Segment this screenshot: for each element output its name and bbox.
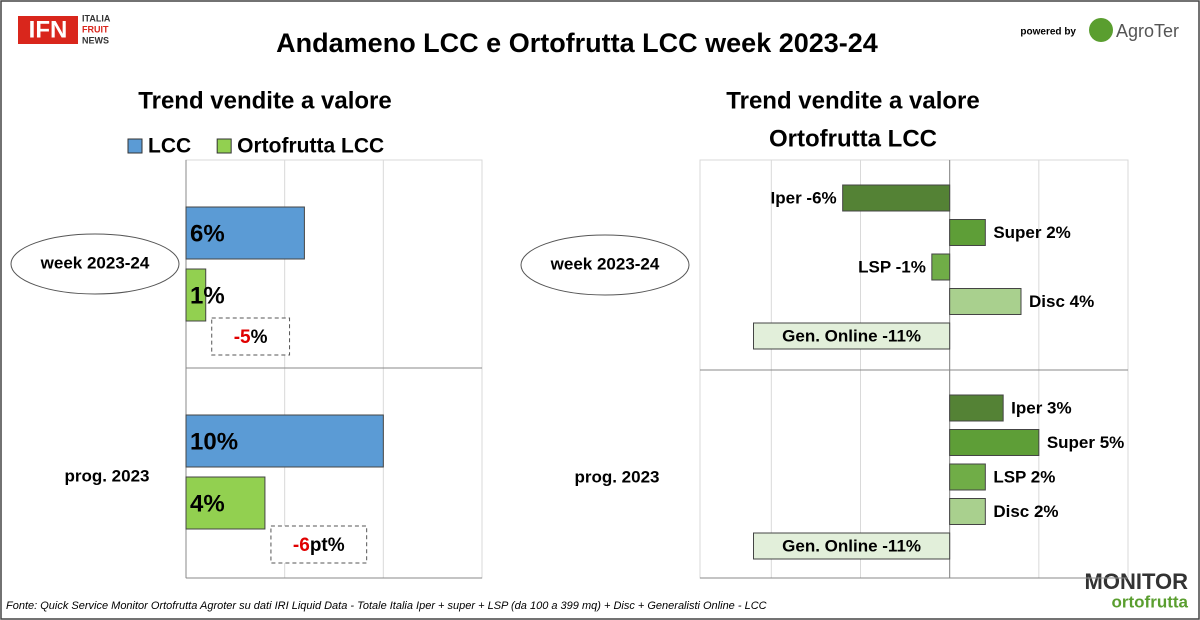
logo-box (18, 16, 78, 44)
category-label: prog. 2023 (64, 466, 149, 485)
source: Fonte: Quick Service Monitor Ortofrutta … (6, 600, 767, 612)
legend-swatch (216, 138, 232, 154)
value-label: 4% (190, 490, 225, 517)
bar (842, 184, 951, 212)
value-label: Super 2% (993, 223, 1070, 242)
bar (185, 206, 305, 260)
value-label: LSP 2% (993, 467, 1055, 486)
annotation-value: -5 (234, 327, 251, 348)
brand-icon (1089, 18, 1113, 42)
category-ellipse (10, 233, 180, 295)
value-label: Super 5% (1047, 433, 1124, 452)
bar (949, 394, 1004, 422)
annotation-box (270, 525, 368, 564)
annotation-value: -6 (293, 535, 310, 556)
bar (185, 268, 207, 322)
annotation-suffix: % (251, 327, 268, 348)
value-label: 10% (190, 428, 238, 455)
annotation: -6pt% (293, 535, 345, 556)
bar (753, 532, 951, 560)
value-label: LSP -1% (858, 257, 926, 276)
value-label: Iper -6% (771, 188, 837, 207)
chart-title: Trend vendite a valore (138, 87, 391, 114)
value-label: Iper 3% (1011, 398, 1071, 417)
bar (185, 476, 266, 530)
category-label: week 2023-24 (40, 253, 150, 272)
category-label: prog. 2023 (574, 467, 659, 486)
monitor-logo-sub: ortofrutta (1112, 592, 1189, 611)
legend-swatch (127, 138, 143, 154)
logo-mark: IFN (29, 16, 68, 43)
annotation: -5% (234, 327, 268, 348)
legend-label: LCC (148, 135, 191, 158)
bar (949, 219, 986, 246)
page-title: Andameno LCC e Ortofrutta LCC week 2023-… (276, 28, 878, 58)
brand: AgroTer (1116, 21, 1179, 41)
powered-by: powered by (1020, 27, 1076, 38)
annotation-suffix: pt% (310, 535, 345, 556)
logo-line: ITALIA (82, 13, 111, 23)
category-label: week 2023-24 (550, 254, 660, 273)
bar (949, 288, 1022, 315)
bar (931, 253, 951, 281)
category-ellipse (520, 234, 690, 296)
bar (949, 429, 1040, 456)
chart-subtitle: Ortofrutta LCC (769, 125, 937, 152)
value-label: 1% (190, 282, 225, 309)
value-label: 6% (190, 220, 225, 247)
logo-line: NEWS (82, 35, 109, 45)
bar (949, 463, 986, 491)
bar (753, 322, 951, 350)
bar (185, 414, 384, 468)
value-label: Disc 4% (1029, 292, 1094, 311)
value-label: Disc 2% (993, 502, 1058, 521)
logo-line: FRUIT (82, 24, 109, 34)
annotation-box (211, 317, 291, 356)
monitor-logo: MONITOR (1085, 569, 1189, 594)
chart-title: Trend vendite a valore (726, 87, 979, 114)
value-label: Gen. Online -11% (782, 536, 921, 555)
value-label: Gen. Online -11% (782, 326, 921, 345)
legend-label: Ortofrutta LCC (237, 135, 384, 158)
bar (949, 498, 986, 525)
